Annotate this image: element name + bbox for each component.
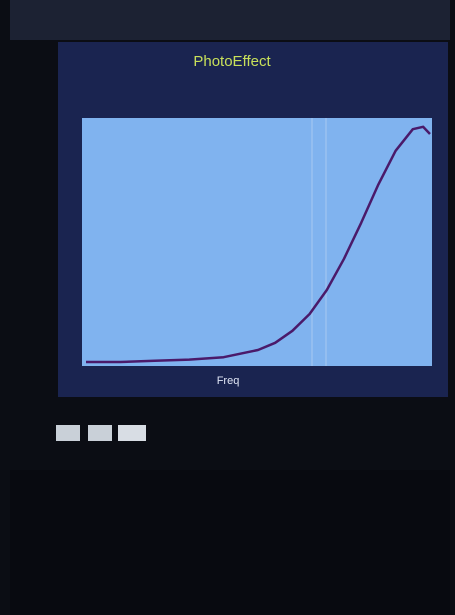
button[interactable] <box>88 425 112 441</box>
x-axis-label: Freq <box>217 375 240 387</box>
chart-title: PhotoEffect <box>193 53 271 70</box>
photo: PhotoEffect Freq <box>0 0 455 615</box>
button[interactable] <box>56 425 80 441</box>
page: PhotoEffect Freq (() => { const data = J… <box>0 0 455 615</box>
button[interactable] <box>118 425 146 441</box>
audience <box>10 470 450 615</box>
ceiling <box>10 0 450 40</box>
plot-area <box>82 118 432 366</box>
